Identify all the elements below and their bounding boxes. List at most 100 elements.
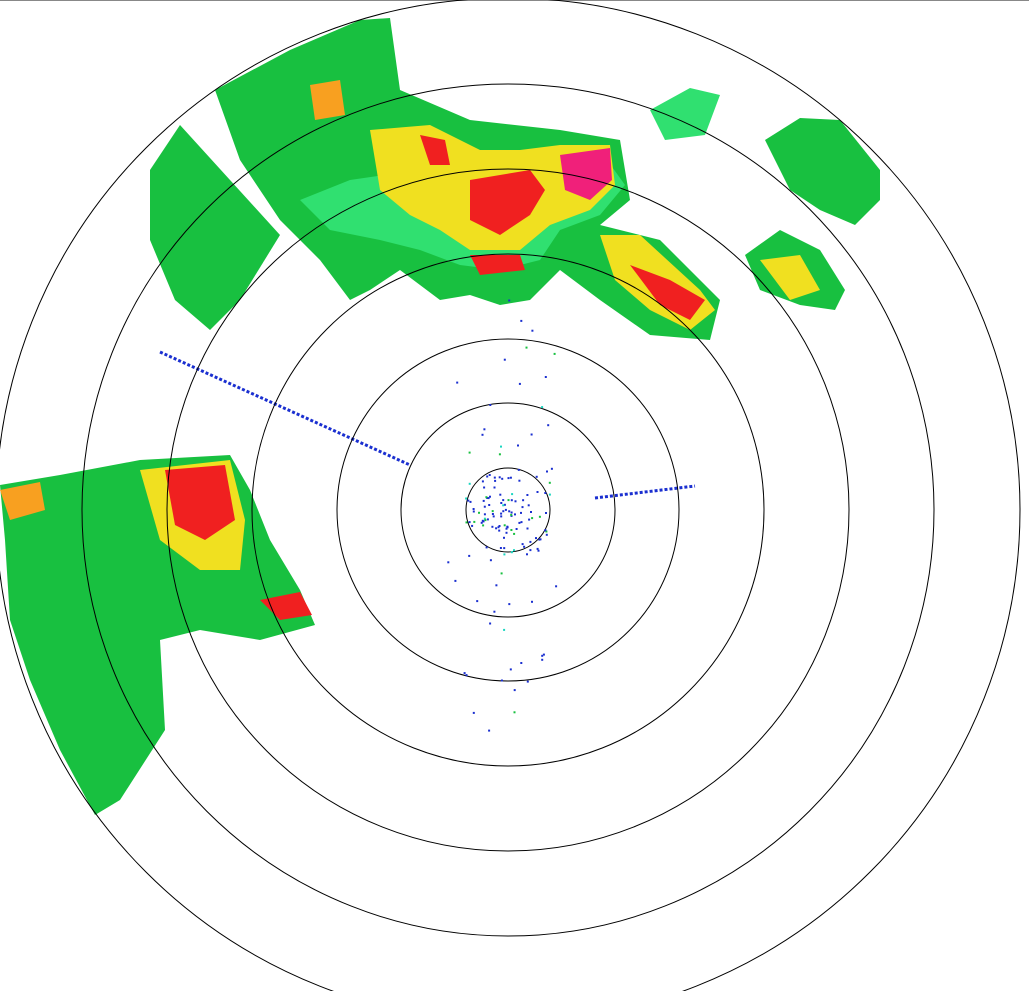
clutter-pixel [506,525,509,528]
clutter-pixel [505,527,508,530]
clutter-pixel [478,511,480,514]
clutter-pixel [493,476,496,479]
clutter-pixel [513,689,516,692]
clutter-pixel [488,504,491,506]
clutter-pixel [484,519,487,522]
clutter-pixel [482,520,485,523]
clutter-pixel [503,358,506,361]
clutter-pixel [508,299,511,302]
clutter-pixel [483,486,486,489]
clutter-pixel [541,406,544,409]
storm-west-core-red [165,465,235,540]
clutter-pixel [482,524,485,527]
clutter-pixel [517,444,519,447]
interference-spoke-east [594,484,696,500]
clutter-pixel [500,512,503,515]
echo-northeast-small [650,88,720,140]
clutter-pixel [529,540,532,543]
clutter-pixel [504,508,507,511]
clutter-pixel [498,476,501,479]
clutter-pixel [465,497,468,500]
clutter-pixel [546,470,548,473]
clutter-pixel [525,346,528,349]
echo-northeast [765,118,880,225]
clutter-pixel [514,513,516,516]
clutter-pixel [526,494,529,496]
echo-northwest [150,125,280,330]
clutter-pixel [550,467,553,470]
storm-core-magenta [560,148,612,200]
clutter-pixel [471,524,474,527]
clutter-pixel [520,319,523,322]
clutter-pixel [531,600,533,603]
clutter-pixel [541,658,544,661]
clutter-pixel [555,585,558,588]
clutter-pixel [509,476,512,479]
clutter-pixel [491,510,494,513]
clutter-pixel [500,572,503,575]
clutter-pixel [485,496,488,499]
clutter-pixel [518,521,521,524]
clutter-pixel [503,536,505,539]
clutter-pixel [507,499,510,502]
clutter-pixel [535,537,537,540]
clutter-pixel [510,511,513,514]
clutter-pixel [513,711,516,714]
clutter-pixel [468,554,471,557]
clutter-pixel [500,515,503,518]
clutter-pixel [489,622,492,625]
clutter-pixel [500,502,503,504]
clutter-pixel [463,672,466,675]
storm-core-red [470,170,545,235]
range-ring-5 [166,168,850,852]
clutter-pixel [499,493,502,496]
clutter-pixel [465,674,468,677]
clutter-pixel [481,480,484,483]
clutter-pixel [485,546,488,549]
clutter-pixel [472,711,475,714]
clutter-pixel [520,521,523,524]
clutter-pixel [536,547,539,550]
range-ring-3 [336,338,680,682]
clutter-pixel [538,538,541,541]
clutter-pixel [536,491,539,493]
clutter-pixel [483,517,486,520]
clutter-pixel [522,499,525,502]
clutter-pixel [465,521,468,524]
clutter-pixel [518,382,521,385]
clutter-pixel [510,499,513,502]
clutter-pixel [502,510,505,513]
clutter-pixel [454,579,457,582]
clutter-pixel [487,497,490,500]
clutter-pixel [547,424,550,427]
clutter-pixel [447,561,450,564]
clutter-pixel [503,628,506,631]
clutter-pixel [493,610,496,613]
storm-core-red [630,265,705,320]
clutter-pixel [488,474,491,476]
clutter-pixel [489,495,491,498]
clutter-pixel [491,525,494,528]
clutter-pixel [538,515,541,518]
range-ring-2 [400,402,616,618]
clutter-pixel [497,526,500,529]
clutter-pixel [503,553,506,556]
clutter-pixel [468,521,471,524]
precipitation-echoes [0,18,880,815]
clutter-pixel [514,500,517,503]
clutter-pixel [511,493,514,496]
clutter-pixel [503,547,506,550]
clutter-pixel [498,453,501,456]
clutter-pixel [530,511,532,513]
clutter-pixel [526,527,529,530]
echo-east-core [760,255,820,300]
clutter-pixel [498,525,501,527]
clutter-pixel [472,510,475,513]
clutter-pixel [510,529,513,531]
clutter-pixel [545,512,547,514]
clutter-pixel [510,551,513,554]
clutter-pixel [541,654,544,657]
storm-west-core-red [260,592,312,620]
